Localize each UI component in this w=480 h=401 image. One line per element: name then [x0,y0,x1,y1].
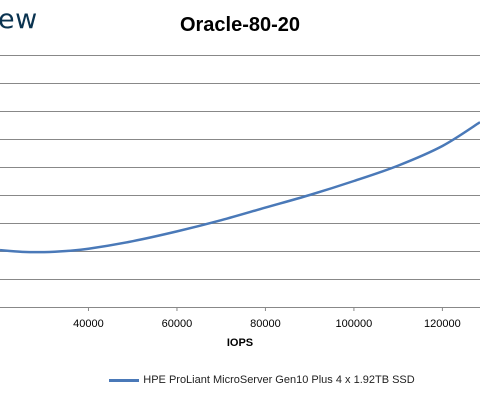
x-tick-label: 100000 [336,318,373,330]
x-axis-label: IOPS [226,337,254,349]
x-tick-label: 60000 [162,318,193,330]
legend-swatch [109,378,140,382]
gridlines [0,55,480,308]
x-tick-label: 80000 [250,318,281,330]
x-tick-labels: 40000 60000 80000 100000 120000 [73,307,461,330]
legend-label: HPE ProLiant MicroServer Gen10 Plus 4 x … [143,374,415,386]
x-tick-label: 120000 [424,318,461,330]
x-tick-label: 40000 [73,318,104,330]
logo-text: ew [0,4,38,35]
chart-title: Oracle-80-20 [179,14,301,36]
legend: HPE ProLiant MicroServer Gen10 Plus 4 x … [0,374,480,386]
series-lines [0,121,480,254]
series-line [0,121,480,254]
